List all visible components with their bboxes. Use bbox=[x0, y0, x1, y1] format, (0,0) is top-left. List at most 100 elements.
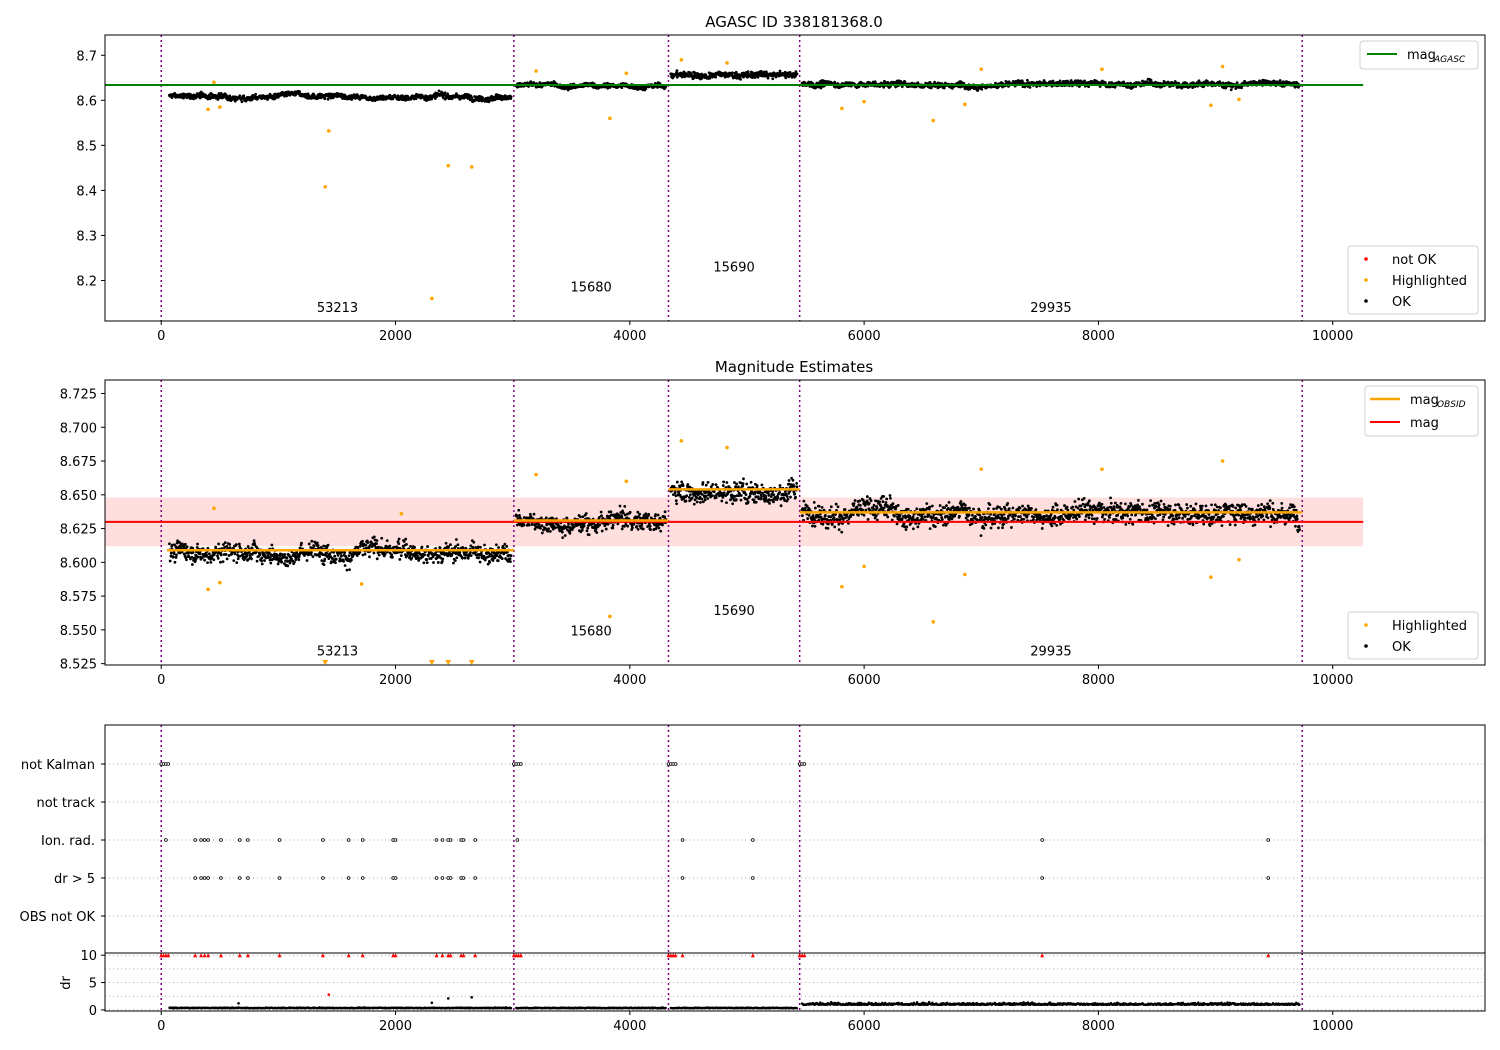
p2-data-point bbox=[789, 495, 792, 499]
p2-data-point bbox=[228, 542, 232, 546]
p2-data-point bbox=[410, 556, 414, 560]
p2-data-point bbox=[674, 499, 678, 503]
p2-data-point bbox=[739, 494, 743, 497]
p1-y-tick-label: 8.7 bbox=[76, 49, 97, 64]
p2-data-point bbox=[768, 501, 771, 505]
p2-data-point bbox=[630, 526, 634, 530]
p2-data-point bbox=[749, 480, 753, 484]
p2-data-point bbox=[255, 559, 259, 563]
p2-data-point bbox=[861, 508, 864, 512]
p2-data-point bbox=[579, 515, 582, 519]
p2-data-point bbox=[310, 539, 314, 543]
p2-data-point bbox=[609, 510, 613, 514]
p1-data-point bbox=[228, 94, 232, 98]
p2-data-point bbox=[657, 526, 661, 530]
p2-data-point bbox=[725, 501, 728, 505]
p2-data-point bbox=[709, 491, 713, 495]
p2-data-point bbox=[206, 561, 209, 565]
p2-data-point bbox=[626, 524, 630, 528]
p2-data-point bbox=[616, 522, 620, 526]
p2-data-point bbox=[236, 557, 240, 561]
p1-data-point bbox=[242, 94, 246, 98]
p2-data-point bbox=[409, 544, 412, 548]
p1-y-tick-label: 8.2 bbox=[76, 274, 97, 289]
p2-data-point bbox=[361, 539, 364, 543]
p2-data-point bbox=[699, 500, 702, 504]
p1-data-point bbox=[1028, 86, 1032, 89]
p2-data-point bbox=[426, 545, 429, 548]
p2-data-point bbox=[620, 515, 624, 519]
p2-data-point bbox=[554, 526, 557, 530]
p2-data-point bbox=[611, 526, 615, 530]
p2-data-point bbox=[739, 498, 743, 502]
p1-data-point bbox=[704, 73, 708, 77]
p2-data-point bbox=[636, 527, 640, 531]
p1-highlighted-point bbox=[469, 165, 474, 169]
p2-data-point bbox=[196, 555, 200, 559]
p2-data-point bbox=[293, 560, 296, 564]
p2-data-point bbox=[845, 513, 849, 517]
p2-data-point bbox=[684, 499, 688, 503]
p2-data-point bbox=[704, 494, 708, 498]
p2-data-point bbox=[286, 564, 290, 568]
p2-data-point bbox=[372, 535, 376, 539]
p1-data-point bbox=[509, 95, 513, 99]
p2-data-point bbox=[795, 485, 799, 489]
p2-data-point bbox=[675, 502, 679, 506]
p2-data-point bbox=[432, 561, 435, 564]
p2-data-point bbox=[741, 482, 745, 486]
p2-data-point bbox=[460, 556, 464, 560]
p1-highlighted-point bbox=[624, 71, 629, 76]
panel-1-title: AGASC ID 338181368.0 bbox=[705, 13, 883, 31]
p2-data-point bbox=[479, 545, 482, 549]
p2-data-point bbox=[175, 553, 178, 557]
p1-data-point bbox=[1083, 79, 1086, 83]
p2-data-point bbox=[312, 544, 316, 548]
p2-data-point bbox=[463, 556, 467, 560]
p2-data-point bbox=[263, 559, 266, 562]
p2-data-point bbox=[793, 492, 797, 496]
p2-data-point bbox=[852, 502, 856, 505]
p2-data-point bbox=[276, 562, 280, 566]
p2-data-point bbox=[695, 496, 699, 500]
p2-data-point bbox=[456, 543, 460, 547]
p1-legend-label: mag bbox=[1407, 48, 1436, 63]
p2-data-point bbox=[548, 529, 552, 533]
p2-data-point bbox=[580, 528, 584, 532]
p2-data-point bbox=[345, 568, 349, 572]
p1-data-point bbox=[259, 94, 263, 98]
p2-data-point bbox=[501, 544, 505, 548]
p2-data-point bbox=[654, 513, 658, 516]
p2-data-point bbox=[706, 497, 710, 500]
p2-data-point bbox=[260, 556, 264, 560]
p2-data-point bbox=[618, 504, 622, 508]
p1-x-tick-label: 10000 bbox=[1312, 329, 1353, 344]
p2-data-point bbox=[232, 559, 236, 563]
p2-data-point bbox=[260, 562, 264, 566]
p2-data-point bbox=[680, 480, 684, 484]
p2-data-point bbox=[620, 527, 624, 531]
p2-data-point bbox=[508, 557, 512, 561]
p2-data-point bbox=[224, 552, 228, 556]
p2-data-point bbox=[322, 563, 326, 567]
p2-data-point bbox=[663, 510, 667, 514]
p2-data-point bbox=[725, 481, 729, 484]
p2-data-point bbox=[754, 500, 758, 504]
p2-data-point bbox=[347, 554, 351, 558]
p2-data-point bbox=[758, 490, 762, 494]
p2-data-point bbox=[528, 512, 532, 516]
p2-data-point bbox=[855, 505, 859, 509]
p2-data-point bbox=[857, 513, 860, 517]
p1-highlighted-point bbox=[1209, 103, 1213, 108]
p2-data-point bbox=[778, 484, 782, 487]
p2-data-point bbox=[864, 508, 868, 512]
p2-data-point bbox=[250, 557, 253, 561]
p2-data-point bbox=[326, 543, 330, 547]
p1-highlighted-point bbox=[725, 61, 729, 65]
p2-data-point bbox=[568, 531, 572, 535]
p2-data-point bbox=[477, 556, 480, 560]
p2-data-point bbox=[628, 510, 632, 514]
p1-data-point bbox=[298, 90, 302, 94]
p2-data-point bbox=[219, 560, 222, 564]
p2-data-point bbox=[779, 504, 783, 508]
